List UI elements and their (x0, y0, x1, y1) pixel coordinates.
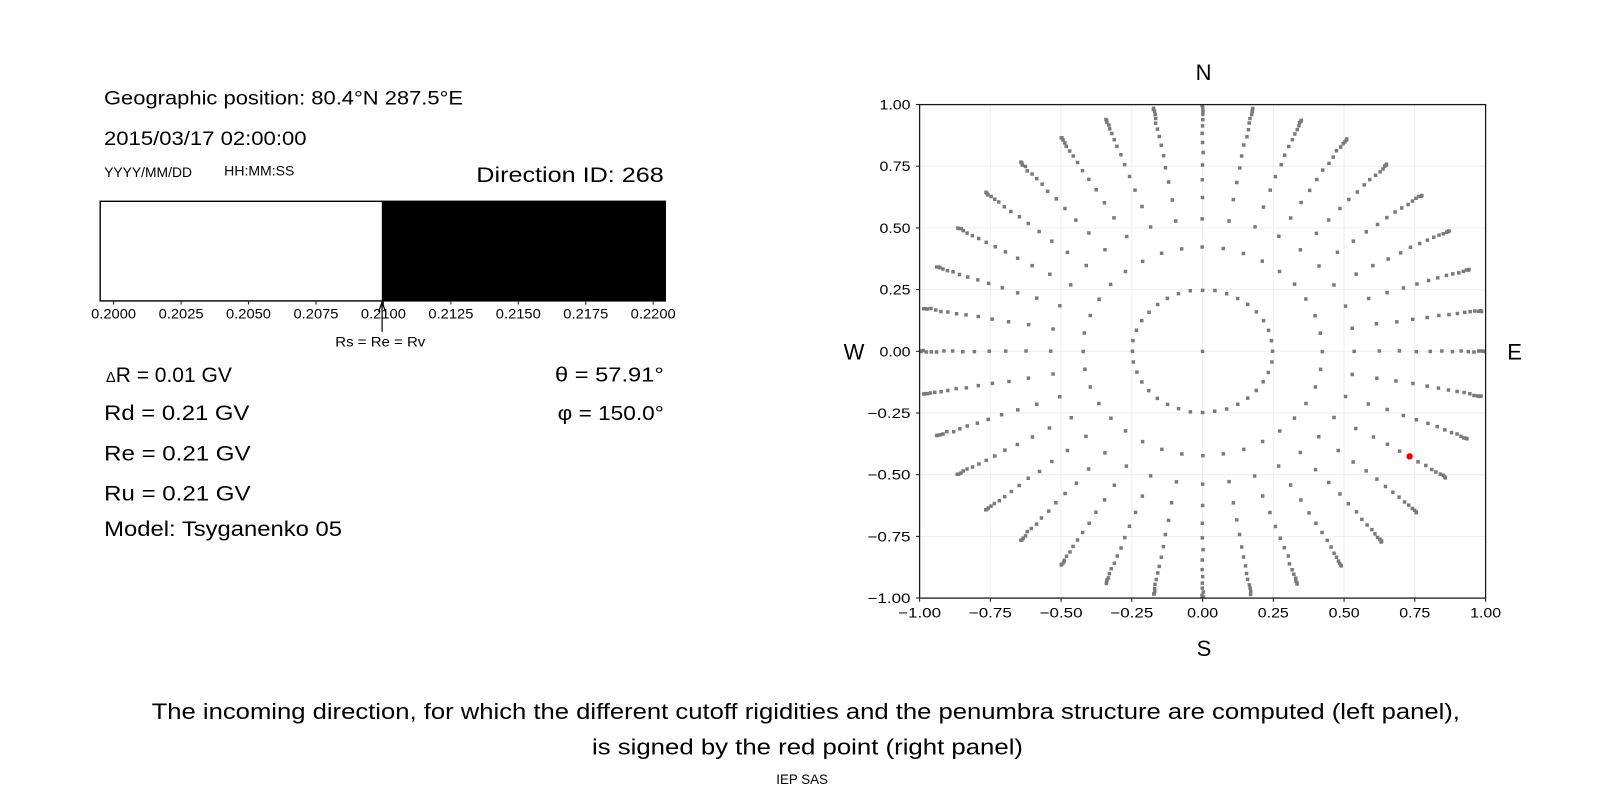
svg-text:0.2050: 0.2050 (226, 305, 271, 321)
svg-text:θ = 57.91°: θ = 57.91° (555, 365, 664, 387)
svg-text:IEP SAS: IEP SAS (776, 771, 828, 787)
svg-text:−0.50: −0.50 (1040, 604, 1083, 620)
svg-text:0.2075: 0.2075 (294, 305, 339, 321)
svg-text:−0.75: −0.75 (868, 528, 911, 544)
svg-text:0.50: 0.50 (880, 220, 911, 236)
svg-text:W: W (844, 340, 865, 365)
svg-text:0.25: 0.25 (880, 282, 911, 298)
svg-text:0.2025: 0.2025 (159, 305, 204, 321)
svg-text:0.2000: 0.2000 (91, 305, 136, 321)
svg-text:−0.50: −0.50 (868, 467, 911, 483)
svg-text:0.25: 0.25 (1258, 604, 1289, 620)
svg-text:0.2125: 0.2125 (428, 305, 473, 321)
svg-text:−0.75: −0.75 (969, 604, 1012, 620)
svg-text:1.00: 1.00 (1470, 604, 1501, 620)
svg-text:Rs = Re = Rv: Rs = Re = Rv (335, 333, 425, 349)
svg-text:−1.00: −1.00 (868, 590, 911, 606)
svg-text:The incoming direction, for wh: The incoming direction, for which the di… (152, 699, 1460, 724)
svg-text:0.2150: 0.2150 (496, 305, 541, 321)
svg-text:HH:MM:SS: HH:MM:SS (224, 162, 294, 178)
svg-text:2015/03/17 02:00:00: 2015/03/17 02:00:00 (104, 128, 307, 150)
svg-text:Ru = 0.21 GV: Ru = 0.21 GV (104, 483, 250, 506)
svg-text:E: E (1507, 340, 1522, 365)
svg-text:0.00: 0.00 (1187, 604, 1218, 620)
svg-text:S: S (1197, 636, 1212, 661)
svg-text:Geographic position: 80.4°N 28: Geographic position: 80.4°N 287.5°E (104, 88, 463, 110)
svg-text:ΔR = 0.01 GV: ΔR = 0.01 GV (106, 364, 232, 387)
svg-text:0.2100: 0.2100 (361, 305, 406, 321)
svg-text:0.75: 0.75 (1399, 604, 1430, 620)
svg-text:1.00: 1.00 (880, 97, 911, 113)
svg-text:0.50: 0.50 (1329, 604, 1360, 620)
svg-text:φ = 150.0°: φ = 150.0° (558, 403, 664, 425)
svg-text:Re = 0.21 GV: Re = 0.21 GV (104, 442, 250, 465)
svg-text:0.2175: 0.2175 (563, 305, 608, 321)
svg-text:0.00: 0.00 (880, 343, 911, 359)
svg-text:Direction ID: 268: Direction ID: 268 (476, 164, 664, 187)
svg-text:−1.00: −1.00 (898, 604, 941, 620)
svg-text:is signed by the red point (ri: is signed by the red point (right panel) (592, 735, 1023, 760)
svg-text:−0.25: −0.25 (1110, 604, 1153, 620)
svg-text:N: N (1196, 60, 1212, 85)
svg-text:0.2200: 0.2200 (631, 305, 676, 321)
svg-text:Rd = 0.21 GV: Rd = 0.21 GV (104, 402, 249, 425)
svg-text:Model: Tsyganenko 05: Model: Tsyganenko 05 (104, 518, 342, 541)
svg-text:0.75: 0.75 (880, 158, 911, 174)
svg-text:−0.25: −0.25 (868, 405, 911, 421)
svg-text:YYYY/MM/DD: YYYY/MM/DD (104, 164, 192, 180)
